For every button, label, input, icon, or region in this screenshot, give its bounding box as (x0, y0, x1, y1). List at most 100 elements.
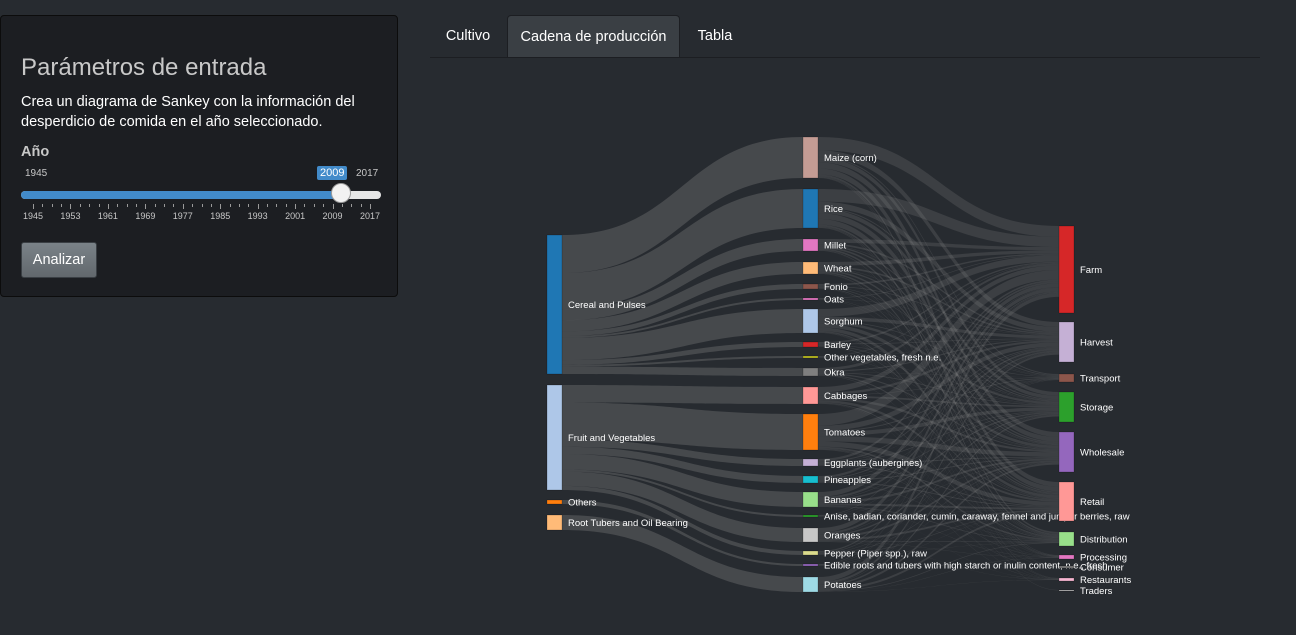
sankey-link (818, 292, 1059, 565)
sankey-node-mid[interactable] (802, 188, 819, 229)
sankey-link (818, 541, 1059, 580)
sankey-node-mid[interactable] (802, 386, 819, 405)
sankey-link (818, 157, 1059, 396)
sankey-link (818, 218, 1059, 492)
sankey-node-label: Bananas (824, 495, 862, 506)
sankey-node-right[interactable] (1058, 481, 1075, 522)
slider-tick (79, 204, 81, 207)
sankey-link (818, 321, 1059, 405)
sankey-link (818, 332, 1059, 580)
sankey-link (818, 375, 1059, 539)
sankey-link (818, 249, 1059, 536)
sankey-link (818, 273, 1059, 557)
slider-tick (89, 204, 91, 207)
sankey-links (562, 137, 1059, 592)
sankey-node-mid[interactable] (802, 297, 819, 301)
slider-tick (182, 204, 184, 209)
sankey-node-right[interactable] (1058, 554, 1075, 560)
tab-cultivo[interactable]: Cultivo (445, 28, 491, 44)
sankey-link (818, 285, 1059, 336)
year-slider-track[interactable] (21, 191, 381, 199)
sankey-link (818, 224, 1059, 536)
sankey-node-mid[interactable] (802, 283, 819, 290)
sankey-link (818, 464, 1059, 507)
sankey-link (818, 448, 1059, 558)
year-label: Año (21, 144, 50, 160)
sankey-link (818, 462, 1059, 589)
sankey-node-label: Pepper (Piper spp.), raw (824, 549, 927, 560)
sankey-node-mid[interactable] (802, 491, 819, 508)
sankey-node-left[interactable] (546, 234, 563, 375)
sankey-node-mid[interactable] (802, 341, 819, 348)
slider-tick (117, 204, 119, 207)
sankey-link (818, 378, 1059, 463)
sankey-node-right[interactable] (1058, 577, 1075, 582)
sankey-link (818, 414, 1059, 566)
slider-tick-label: 1961 (97, 211, 118, 221)
sankey-node-mid[interactable] (802, 550, 819, 556)
sankey-link (818, 395, 1059, 408)
sankey-node-mid[interactable] (802, 261, 819, 275)
sankey-link (818, 262, 1059, 357)
sankey-link (818, 272, 1059, 537)
sankey-link (818, 460, 1059, 539)
sankey-node-left[interactable] (546, 514, 563, 531)
tab-cadena-produccion[interactable]: Cadena de producción (507, 15, 680, 57)
sankey-node-mid[interactable] (802, 514, 819, 518)
sankey-node-mid[interactable] (802, 367, 819, 377)
sankey-node-mid[interactable] (802, 238, 819, 252)
sankey-node-mid[interactable] (802, 475, 819, 484)
sankey-node-label: Sorghum (824, 317, 863, 328)
sankey-node-right[interactable] (1058, 531, 1075, 547)
sankey-link (818, 263, 1059, 371)
sankey-node-mid[interactable] (802, 355, 819, 359)
sankey-node-label: Consumer (1080, 563, 1124, 574)
sankey-node-right[interactable] (1058, 225, 1075, 314)
sankey-node-mid[interactable] (802, 136, 819, 179)
slider-tick (220, 204, 222, 209)
sankey-node-right[interactable] (1058, 373, 1075, 383)
sankey-link (818, 372, 1059, 451)
sankey-node-label: Potatoes (824, 580, 862, 591)
sankey-link (818, 458, 1059, 504)
sankey-node-mid[interactable] (802, 308, 819, 334)
sankey-link (818, 239, 1059, 251)
sankey-node-label: Root Tubers and Oil Bearing (568, 518, 688, 529)
sankey-node-right[interactable] (1058, 589, 1075, 592)
sankey-node-label: Fonio (824, 282, 848, 293)
sankey-link (818, 298, 1059, 403)
sankey-link (818, 287, 1059, 495)
sankey-link (818, 579, 1059, 592)
sankey-node-label: Wholesale (1080, 448, 1124, 459)
sankey-node-mid[interactable] (802, 576, 819, 593)
sankey-link (818, 506, 1059, 580)
sankey-node-mid[interactable] (802, 527, 819, 543)
sankey-link (818, 372, 1059, 406)
tab-tabla[interactable]: Tabla (697, 28, 733, 44)
sankey-node-right[interactable] (1058, 431, 1075, 473)
analyze-button[interactable]: Analizar (21, 242, 97, 278)
sankey-node-right[interactable] (1058, 321, 1075, 363)
sankey-node-left[interactable] (546, 384, 563, 491)
sankey-link (818, 462, 1059, 566)
sankey-link (818, 403, 1059, 557)
sankey-link (818, 397, 1059, 453)
sankey-node-label: Millet (824, 241, 847, 252)
tab-bar: Cultivo Cadena de producción Tabla (430, 15, 1260, 58)
sankey-node-right[interactable] (1058, 565, 1075, 569)
sankey-node-label: Transport (1080, 374, 1121, 385)
sankey-link (818, 250, 1059, 557)
sankey-link (818, 283, 1059, 497)
sankey-link (818, 298, 1059, 336)
sankey-node-mid[interactable] (802, 458, 819, 467)
sankey-link (818, 374, 1059, 500)
year-slider-handle[interactable] (331, 183, 351, 203)
sankey-node-label: Restaurants (1080, 575, 1131, 586)
sankey-node-mid[interactable] (802, 563, 819, 567)
sankey-link (818, 400, 1059, 502)
sankey-node-mid[interactable] (802, 413, 819, 451)
sankey-link (562, 439, 803, 466)
sankey-node-left[interactable] (546, 499, 563, 505)
sankey-node-right[interactable] (1058, 391, 1075, 423)
sankey-link (818, 246, 1059, 444)
